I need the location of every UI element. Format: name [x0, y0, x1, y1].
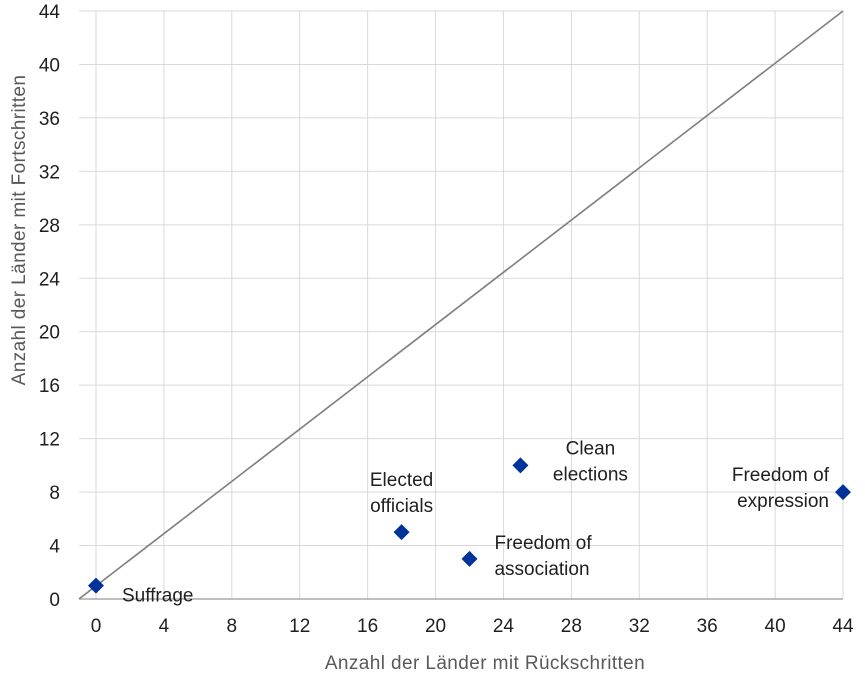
x-tick-label: 40	[765, 616, 786, 637]
x-tick-label: 4	[159, 616, 170, 637]
data-point-label: Clean	[566, 438, 616, 459]
reference-line	[78, 10, 844, 600]
data-point-marker	[393, 524, 410, 541]
y-tick-label: 8	[49, 483, 60, 504]
y-tick-label: 44	[39, 2, 61, 23]
data-point-label: Freedom of	[494, 533, 592, 554]
y-tick-label: 36	[39, 109, 60, 130]
data-point-label: association	[494, 559, 589, 580]
y-tick-labels: 0 4 8 12 16 20 24 28 32 36 40 44	[39, 2, 61, 611]
y-tick-label: 24	[39, 269, 61, 290]
y-tick-label: 40	[39, 55, 60, 76]
x-tick-label: 28	[561, 616, 582, 637]
data-point-label: Elected	[370, 470, 433, 491]
gridlines	[79, 10, 844, 599]
x-tick-label: 20	[425, 616, 446, 637]
x-tick-labels: 0 4 8 12 16 20 24 28 32 36 40 44	[91, 616, 854, 637]
y-tick-label: 20	[39, 323, 60, 344]
x-axis-title: Anzahl der Länder mit Rückschritten	[325, 653, 645, 674]
x-tick-label: 16	[357, 616, 378, 637]
data-point-marker	[835, 484, 851, 501]
reference-line-group	[78, 10, 844, 600]
x-tick-label: 0	[91, 616, 102, 637]
x-tick-label: 24	[493, 616, 515, 637]
x-tick-label: 32	[629, 616, 650, 637]
y-tick-label: 4	[49, 537, 60, 558]
data-point-marker	[87, 577, 104, 594]
data-point-label: elections	[553, 464, 628, 485]
y-tick-label: 12	[39, 430, 60, 451]
data-point-label: Freedom of	[732, 465, 830, 486]
data-point-marker	[461, 550, 478, 567]
data-point-label: Suffrage	[122, 586, 193, 607]
y-tick-label: 32	[39, 162, 60, 183]
data-points: Suffrage Elected officials Freedom of associ…	[87, 438, 851, 607]
y-tick-label: 28	[39, 216, 60, 237]
x-tick-label: 36	[697, 616, 718, 637]
data-point-marker	[512, 457, 529, 474]
y-tick-label: 0	[49, 590, 60, 611]
y-axis-title: Anzahl der Länder mit Fortschritten	[9, 75, 30, 386]
data-point-label: expression	[737, 491, 829, 512]
data-point-label: officials	[370, 496, 433, 517]
x-tick-label: 8	[227, 616, 238, 637]
y-tick-label: 16	[39, 376, 60, 397]
x-tick-label: 44	[832, 616, 854, 637]
x-tick-label: 12	[289, 616, 310, 637]
